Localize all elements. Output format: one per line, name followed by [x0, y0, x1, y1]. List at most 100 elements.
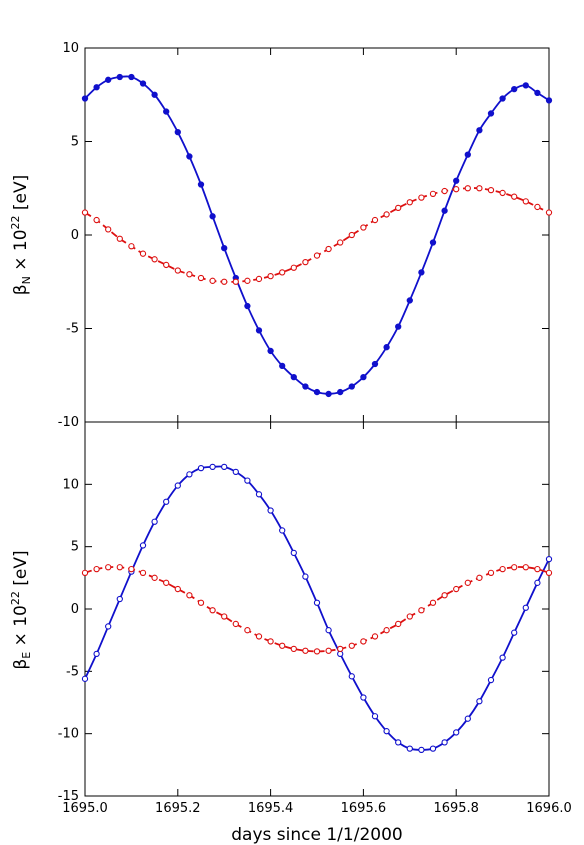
data-point: [325, 390, 332, 398]
data-point: [290, 373, 297, 381]
y-tick-label: 0: [71, 228, 79, 243]
data-point: [464, 151, 471, 158]
data-point: [174, 128, 181, 136]
data-point: [476, 574, 483, 581]
data-point: [105, 623, 112, 630]
data-point: [186, 271, 193, 278]
y-tick-label: -5: [66, 664, 79, 679]
data-point: [186, 592, 193, 599]
data-point: [116, 73, 123, 81]
data-point: [487, 569, 495, 576]
y-tick-label: 10: [62, 41, 79, 56]
data-point: [476, 127, 483, 134]
data-point: [534, 565, 541, 573]
data-point: [93, 565, 100, 573]
data-point: [313, 648, 321, 655]
data-point: [337, 388, 344, 396]
data-point: [302, 383, 309, 390]
data-point: [337, 645, 344, 653]
data-point: [464, 579, 471, 586]
data-point: [313, 252, 321, 259]
data-point: [174, 585, 181, 593]
data-point: [360, 224, 367, 231]
data-point: [267, 272, 274, 280]
data-point: [128, 243, 135, 250]
data-point: [221, 244, 228, 252]
data-point: [441, 207, 448, 214]
data-point: [545, 209, 553, 216]
series-bottom-1: [81, 564, 553, 655]
data-point: [395, 739, 402, 746]
data-point: [93, 216, 100, 224]
data-point: [441, 592, 448, 599]
x-axis-title: days since 1/1/2000: [231, 825, 402, 845]
data-point: [325, 627, 332, 634]
data-point: [313, 388, 321, 396]
data-point: [453, 585, 460, 593]
data-point: [163, 498, 170, 505]
data-point: [453, 729, 460, 736]
data-point: [232, 278, 239, 285]
data-point: [267, 507, 274, 514]
panel-bottom-ylabel: βE × 1022 [eV]: [9, 550, 33, 669]
data-point: [81, 95, 89, 102]
panel-bottom-frame: [84, 421, 550, 797]
data-point: [209, 213, 216, 220]
y-tick-label: -10: [58, 727, 79, 742]
data-point: [383, 344, 390, 351]
data-point: [360, 694, 367, 701]
data-point: [360, 373, 367, 381]
data-point: [441, 739, 448, 746]
data-point: [395, 620, 402, 628]
data-point: [255, 491, 263, 498]
data-point: [105, 564, 112, 571]
data-point: [279, 362, 286, 370]
y-tick-label: 5: [71, 135, 79, 150]
data-point: [348, 673, 355, 680]
data-point: [371, 216, 379, 224]
series-line: [84, 187, 550, 283]
data-point: [116, 564, 123, 571]
data-point: [209, 463, 216, 471]
y-tick-label: -5: [66, 322, 79, 337]
data-point: [406, 745, 413, 752]
data-point: [476, 698, 483, 705]
data-point: [174, 267, 181, 274]
x-tick-label: 1696.0: [526, 801, 572, 816]
data-point: [325, 245, 332, 253]
data-point: [197, 181, 205, 188]
series-top-0: [81, 73, 553, 398]
series-line: [84, 465, 550, 751]
data-point: [371, 360, 379, 368]
data-point: [418, 269, 425, 276]
data-point: [383, 728, 390, 735]
data-point: [186, 153, 193, 160]
data-point: [534, 203, 541, 211]
data-point: [429, 239, 437, 246]
data-point: [244, 277, 251, 284]
data-point: [290, 264, 297, 271]
data-point: [139, 569, 147, 576]
data-point: [221, 278, 228, 285]
data-point: [360, 638, 367, 645]
data-point: [348, 642, 355, 649]
data-point: [383, 211, 390, 218]
data-point: [209, 277, 216, 284]
data-point: [487, 186, 495, 194]
series-top-1: [81, 185, 553, 285]
data-point: [128, 73, 135, 81]
data-point: [139, 542, 147, 549]
data-point: [139, 80, 147, 87]
data-point: [383, 627, 390, 634]
panel-top: 10 5 0 -5 -10 βN × 1022 [eV]: [9, 41, 553, 430]
data-point: [522, 82, 529, 89]
panel-top-ylabel: βN × 1022 [eV]: [9, 175, 33, 296]
data-point: [197, 464, 205, 472]
data-point: [105, 226, 112, 233]
series-line: [84, 75, 550, 395]
data-point: [511, 85, 518, 93]
data-point: [464, 185, 471, 192]
data-point: [139, 250, 147, 257]
panel-top-frame: [84, 47, 550, 423]
